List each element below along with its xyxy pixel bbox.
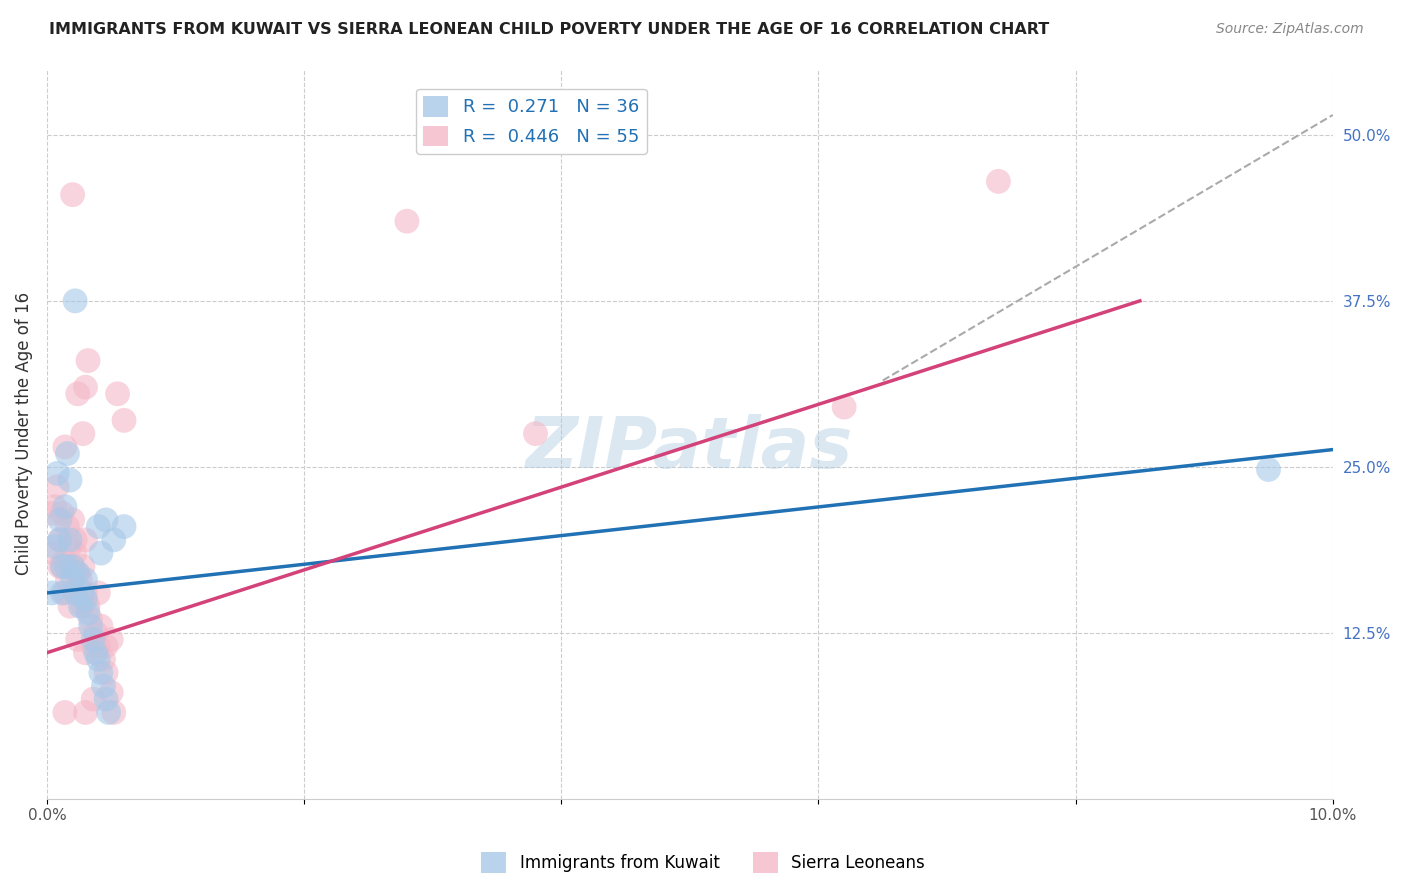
Point (53, 440, 76, 454)
Point (94, 639, 117, 653)
Point (987, 174, 1010, 188)
Point (56, 519, 79, 533)
Text: Source: ZipAtlas.com: Source: ZipAtlas.com (1216, 22, 1364, 37)
Point (100, 632, 122, 647)
Point (63, 293, 86, 308)
Point (75, 706, 97, 720)
Point (62, 573, 84, 587)
Point (53, 553, 76, 567)
Text: ZIPatlas: ZIPatlas (526, 414, 853, 483)
Point (51, 506, 73, 520)
Point (48, 559, 70, 574)
Point (103, 706, 125, 720)
Point (66, 386, 89, 401)
Point (82, 692, 104, 706)
Point (69, 573, 91, 587)
Point (44, 546, 66, 560)
Point (62, 559, 84, 574)
Point (93, 652, 115, 666)
Point (72, 559, 94, 574)
Point (63, 546, 86, 560)
Point (59, 599, 82, 614)
Point (77, 606, 100, 620)
Point (93, 679, 115, 693)
Point (51, 559, 73, 574)
Point (48, 533, 70, 547)
Y-axis label: Child Poverty Under the Age of 16: Child Poverty Under the Age of 16 (15, 292, 32, 575)
Legend: Immigrants from Kuwait, Sierra Leoneans: Immigrants from Kuwait, Sierra Leoneans (474, 846, 932, 880)
Point (94, 692, 117, 706)
Point (44, 500, 66, 514)
Point (84, 646, 107, 660)
Point (97, 706, 120, 720)
Point (48, 513, 70, 527)
Point (87, 652, 110, 666)
Point (75, 573, 97, 587)
Point (107, 386, 129, 401)
Point (72, 599, 94, 614)
Point (63, 586, 86, 600)
Point (82, 639, 104, 653)
Point (75, 592, 97, 607)
Point (48, 533, 70, 547)
Point (112, 413, 135, 427)
Point (103, 533, 125, 547)
Point (75, 646, 97, 660)
Point (44, 540, 66, 554)
Point (51, 586, 73, 600)
Point (41, 586, 63, 600)
Point (66, 566, 89, 580)
Point (75, 380, 97, 394)
Point (59, 540, 82, 554)
Point (77, 353, 100, 368)
Point (55, 559, 77, 574)
Point (46, 480, 69, 494)
Point (63, 533, 86, 547)
Point (77, 599, 100, 614)
Point (100, 685, 122, 699)
Point (66, 632, 89, 647)
Point (53, 706, 76, 720)
Point (72, 426, 94, 441)
Point (63, 586, 86, 600)
Point (62, 187, 84, 202)
Point (56, 446, 79, 460)
Point (87, 519, 110, 533)
Point (53, 586, 76, 600)
Point (56, 573, 79, 587)
Point (832, 400, 855, 414)
Point (524, 426, 547, 441)
Point (41, 506, 63, 520)
Point (72, 586, 94, 600)
Point (94, 513, 117, 527)
Point (87, 586, 110, 600)
Legend: R =  0.271   N = 36, R =  0.446   N = 55: R = 0.271 N = 36, R = 0.446 N = 55 (416, 88, 647, 153)
Point (53, 500, 76, 514)
Point (1257, 462, 1279, 476)
Point (90, 665, 112, 680)
Point (84, 625, 107, 640)
Point (62, 559, 84, 574)
Point (90, 619, 112, 633)
Point (90, 546, 112, 560)
Point (59, 533, 82, 547)
Point (94, 665, 117, 680)
Text: IMMIGRANTS FROM KUWAIT VS SIERRA LEONEAN CHILD POVERTY UNDER THE AGE OF 16 CORRE: IMMIGRANTS FROM KUWAIT VS SIERRA LEONEAN… (49, 22, 1049, 37)
Point (46, 467, 69, 481)
Point (79, 613, 101, 627)
Point (75, 586, 97, 600)
Point (395, 214, 418, 228)
Point (69, 599, 91, 614)
Point (62, 513, 84, 527)
Point (75, 533, 97, 547)
Point (51, 559, 73, 574)
Point (112, 519, 135, 533)
Point (87, 639, 110, 653)
Point (79, 619, 101, 633)
Point (82, 632, 104, 647)
Point (59, 473, 82, 487)
Point (66, 566, 89, 580)
